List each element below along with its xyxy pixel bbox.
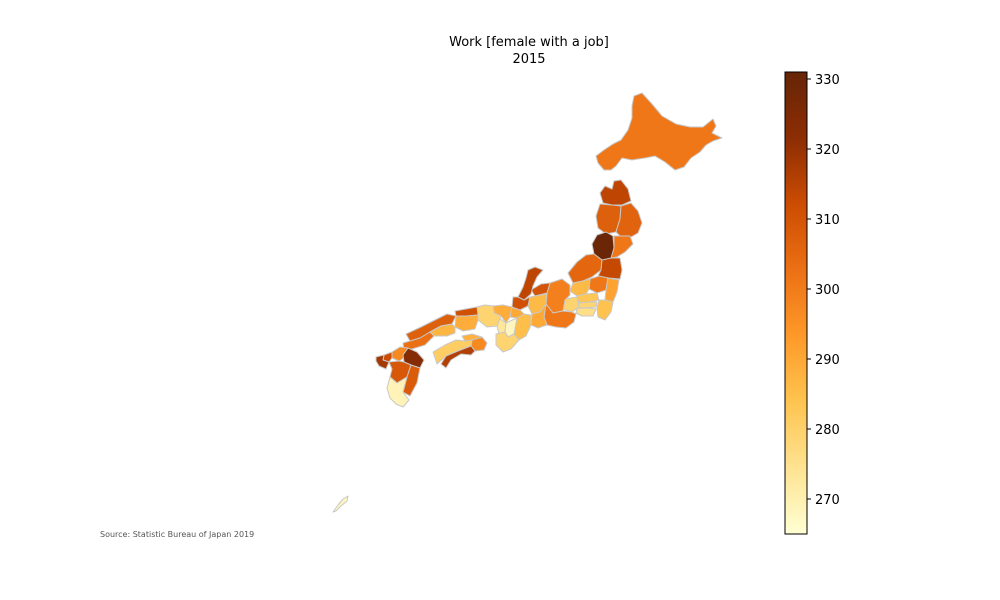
colorbar-scale [784,71,808,535]
map-title: Work [female with a job] 2015 [0,34,1000,68]
toyama [530,282,551,297]
nagasaki [375,354,390,370]
kochi [440,345,476,369]
kanagawa [575,307,597,317]
colorbar-tick-label: 290 [815,353,840,368]
chiba [596,299,614,321]
iwate [615,202,643,238]
ibaraki [604,277,620,303]
colorbar-tick-label: 300 [815,283,840,298]
hokkaido [595,92,723,171]
kagoshima [386,376,410,408]
title-line-1: Work [female with a job] [449,35,609,50]
tochigi [588,275,609,294]
tottori [454,306,479,317]
gunma [569,278,591,297]
hyogo [476,304,502,328]
colorbar-ticks: 270 280 290 300 310 320 330 [807,73,840,508]
hiroshima [429,323,456,337]
fukushima [597,257,623,280]
prefecture-regions [332,92,723,513]
aichi [530,303,548,329]
source-note: Source: Statistic Bureau of Japan 2019 [100,530,255,539]
colorbar-tick-label: 310 [815,213,840,228]
wakayama [495,331,520,353]
colorbar-tick-label: 280 [815,423,840,438]
okayama [454,314,479,332]
colorbar-tick-label: 330 [815,73,840,88]
okinawa [332,495,349,513]
aomori [599,179,632,206]
colorbar: 270 280 290 300 310 320 330 [784,71,840,535]
ehime [432,339,473,365]
miyagi [610,235,634,259]
colorbar-tick-label: 270 [815,493,840,508]
title-line-2: 2015 [512,52,546,67]
tokyo [576,301,598,309]
ishikawa [517,266,544,301]
colorbar-tick-label: 320 [815,143,840,158]
